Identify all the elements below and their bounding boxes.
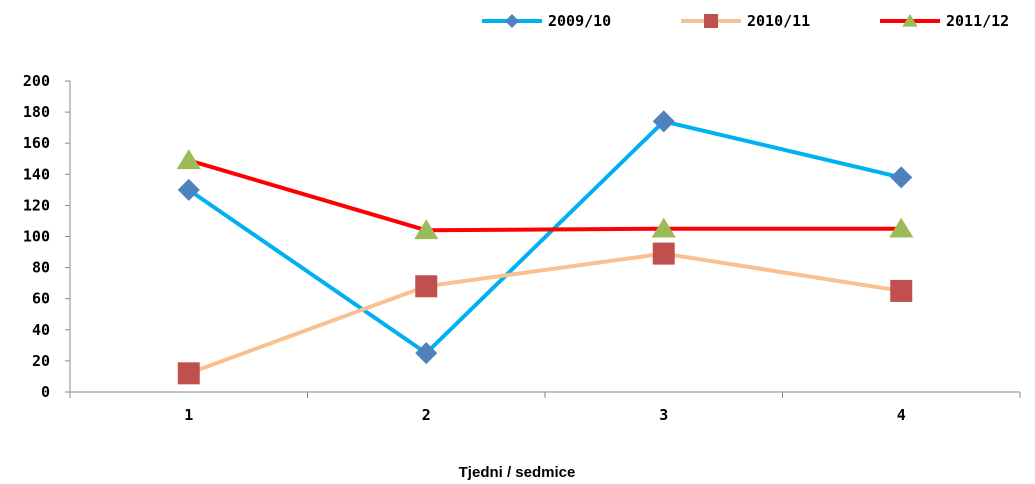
x-tick-label: 1 (184, 406, 193, 424)
series-layer (176, 110, 914, 385)
data-point-triangle (889, 217, 914, 238)
y-tick-label: 180 (23, 103, 50, 121)
y-tick-label: 60 (32, 290, 50, 308)
data-point-square (415, 275, 438, 298)
legend-item: 2010/11 (681, 12, 810, 30)
y-tick-label: 20 (32, 352, 50, 370)
series-line (188, 251, 902, 376)
series-1 (177, 110, 913, 365)
legend-item: 2009/10 (482, 12, 611, 30)
data-point-square (652, 242, 675, 265)
x-axis-title: Tjedni / sedmice (459, 464, 576, 481)
y-axis: 0 20 40 60 80 100 120 140 160 180 200 (23, 72, 71, 401)
y-tick-label: 80 (32, 259, 50, 277)
data-point-triangle (651, 217, 676, 238)
data-point-square (177, 362, 200, 385)
y-tick-label: 100 (23, 228, 50, 246)
data-point-square (890, 279, 913, 302)
y-tick-label: 40 (32, 321, 50, 339)
series-line (187, 119, 902, 356)
data-point-diamond (890, 166, 913, 189)
x-tick-label: 3 (659, 406, 668, 424)
legend-label: 2011/12 (946, 12, 1009, 30)
data-point-diamond (505, 14, 519, 28)
y-tick-label: 160 (23, 134, 50, 152)
x-tick-label: 2 (422, 406, 431, 424)
y-tick-label: 140 (23, 165, 50, 183)
legend-label: 2009/10 (548, 12, 611, 30)
y-tick-label: 120 (23, 196, 50, 214)
data-point-triangle (902, 14, 918, 27)
series-line (188, 158, 902, 233)
series-2 (177, 242, 913, 385)
data-point-triangle (176, 149, 201, 170)
data-point-diamond (415, 342, 438, 365)
legend-label: 2010/11 (747, 12, 810, 30)
y-tick-label: 0 (41, 383, 50, 401)
legend-item: 2011/12 (880, 12, 1009, 30)
y-tick-label: 200 (23, 72, 50, 90)
x-axis: 1 2 3 4 (69, 391, 1021, 424)
series-3 (176, 149, 914, 240)
data-point-triangle (414, 219, 439, 240)
x-tick-label: 4 (897, 406, 906, 424)
data-point-square (704, 14, 718, 28)
data-point-diamond (177, 178, 200, 201)
legend: 2009/10 2010/11 2011/12 (482, 12, 1009, 30)
data-point-diamond (652, 110, 675, 133)
